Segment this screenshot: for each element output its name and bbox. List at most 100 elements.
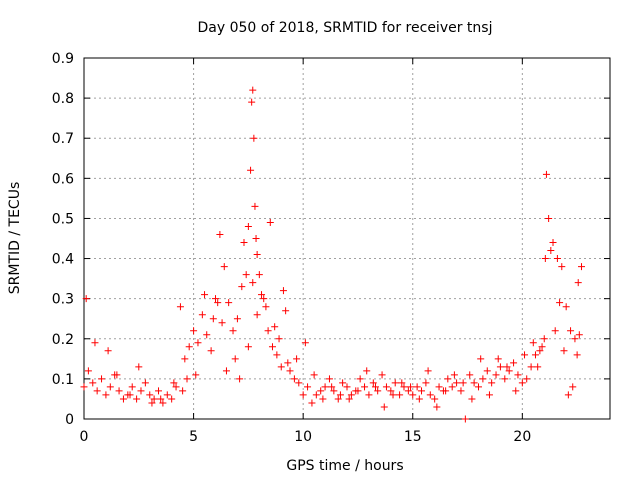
chart-title: Day 050 of 2018, SRMTID for receiver tns… [198, 20, 493, 36]
data-point [275, 335, 283, 343]
data-point [575, 331, 583, 339]
data-point [442, 387, 450, 395]
data-point [308, 399, 316, 407]
data-point [494, 355, 502, 363]
data-point [527, 363, 535, 371]
data-point [470, 379, 478, 387]
data-point [317, 387, 325, 395]
axis-ticks: 0 0.1 0.2 0.3 0.4 0.5 0.6 0.7 0.8 0.9 0 5 10 15 20 [52, 51, 610, 445]
data-point [279, 287, 287, 295]
data-point [102, 391, 110, 399]
data-point [248, 98, 256, 106]
data-point [505, 367, 513, 375]
data-point [488, 379, 496, 387]
data-point [240, 239, 248, 247]
y-tick-label: 0.1 [52, 372, 74, 388]
data-point [190, 327, 198, 335]
data-point [339, 379, 347, 387]
data-point [238, 283, 246, 291]
data-point [201, 291, 209, 299]
data-point [229, 327, 237, 335]
data-point [573, 351, 581, 359]
data-point [536, 347, 544, 355]
data-point [371, 383, 379, 391]
data-point [115, 387, 123, 395]
data-point [216, 230, 224, 238]
data-point [415, 395, 423, 403]
data-point [119, 395, 127, 403]
data-point [542, 170, 550, 178]
data-point [518, 379, 526, 387]
data-point [249, 86, 257, 94]
x-tick-label: 10 [294, 429, 312, 445]
data-point [382, 383, 390, 391]
data-point [301, 339, 309, 347]
data-point [501, 375, 509, 383]
data-point [560, 347, 568, 355]
grid [84, 58, 610, 419]
data-point [293, 355, 301, 363]
data-point [459, 379, 467, 387]
y-tick-label: 0.2 [52, 332, 74, 348]
data-point [98, 375, 106, 383]
data-point [183, 375, 191, 383]
data-point [282, 307, 290, 315]
data-point [264, 327, 272, 335]
data-point [512, 387, 520, 395]
data-point [418, 387, 426, 395]
data-point [198, 311, 206, 319]
data-point [426, 391, 434, 399]
data-point [80, 383, 88, 391]
data-point [503, 363, 511, 371]
data-point [304, 383, 312, 391]
data-point [407, 383, 415, 391]
data-point [150, 395, 158, 403]
data-point [271, 323, 279, 331]
data-point [250, 134, 258, 142]
data-point [146, 391, 154, 399]
data-point [424, 367, 432, 375]
data-point [214, 299, 222, 307]
data-point [290, 375, 298, 383]
data-point [319, 395, 327, 403]
data-point [181, 355, 189, 363]
data-point [435, 383, 443, 391]
data-point [253, 311, 261, 319]
data-point [93, 387, 101, 395]
data-point [378, 371, 386, 379]
data-point [422, 379, 430, 387]
data-point [389, 391, 397, 399]
x-tick-label: 0 [80, 429, 89, 445]
data-point [549, 239, 557, 247]
data-point [363, 367, 371, 375]
data-point [334, 395, 342, 403]
y-tick-label: 0.9 [52, 51, 74, 67]
plot-border [83, 57, 611, 420]
data-point [312, 391, 320, 399]
data-point [106, 383, 114, 391]
data-point [523, 375, 531, 383]
data-point [433, 403, 441, 411]
data-point [172, 383, 180, 391]
data-point [365, 391, 373, 399]
data-point [551, 327, 559, 335]
data-point [391, 379, 399, 387]
data-point [128, 383, 136, 391]
data-point [396, 391, 404, 399]
data-point [295, 379, 303, 387]
data-point [91, 339, 99, 347]
y-tick-label: 0.4 [52, 252, 74, 268]
data-point [343, 383, 351, 391]
data-point [220, 263, 228, 271]
x-tick-label: 20 [513, 429, 531, 445]
data-point [185, 343, 193, 351]
data-point [540, 335, 548, 343]
data-point [253, 251, 261, 259]
data-point [398, 379, 406, 387]
y-tick-label: 0.3 [52, 292, 74, 308]
data-point [179, 387, 187, 395]
data-point [461, 415, 469, 423]
data-point [450, 371, 458, 379]
data-point [578, 263, 586, 271]
data-point [400, 383, 408, 391]
